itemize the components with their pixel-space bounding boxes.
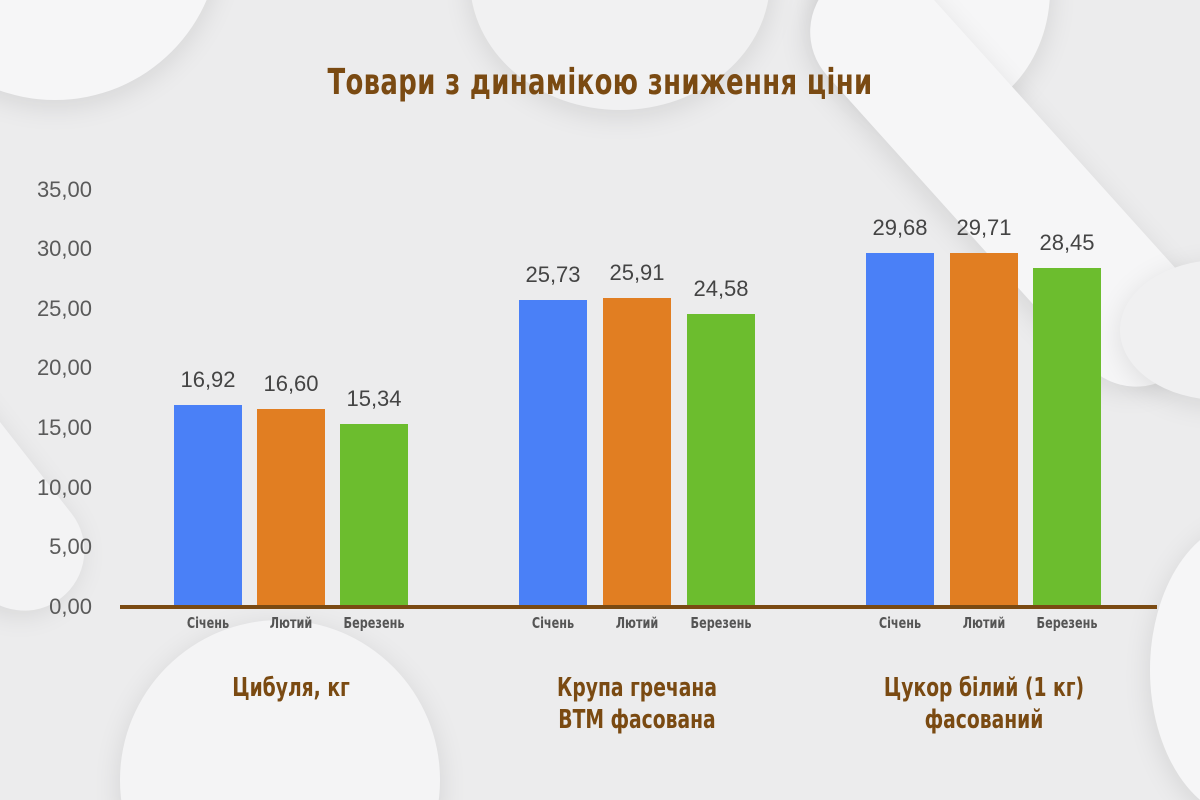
value-label: 28,45 — [1039, 230, 1095, 256]
value-label: 16,92 — [180, 367, 236, 393]
month-label: Березень — [343, 614, 405, 632]
value-label: 15,34 — [346, 386, 402, 412]
value-label: 25,73 — [525, 262, 581, 288]
value-label: 25,91 — [609, 260, 665, 286]
value-label: 16,60 — [263, 371, 319, 397]
y-tick: 35,00 — [36, 177, 92, 202]
bar-march — [687, 314, 755, 607]
y-tick: 15,00 — [36, 415, 92, 440]
month-label: Січень — [878, 614, 922, 632]
chart-title: Товари з динамікою зниження ціни — [327, 62, 873, 103]
x-axis-line — [120, 605, 1157, 609]
bar-january — [519, 300, 587, 607]
value-label: 29,71 — [956, 215, 1012, 241]
y-tick: 30,00 — [36, 236, 92, 261]
group-label-line1: Цукор білий (1 кг) — [883, 673, 1085, 703]
y-tick: 5,00 — [49, 534, 92, 559]
month-label: Січень — [186, 614, 230, 632]
month-label: Березень — [690, 614, 752, 632]
bar-february — [950, 253, 1018, 607]
bar-january — [174, 405, 242, 607]
month-label: Лютий — [615, 614, 659, 632]
month-label: Січень — [531, 614, 575, 632]
y-tick: 10,00 — [36, 475, 92, 500]
bar-march — [1033, 268, 1101, 607]
month-label: Лютий — [269, 614, 313, 632]
bar-march — [340, 424, 408, 607]
group-label-sugar: Цукор білий (1 кг) фасований — [876, 672, 1092, 736]
value-label: 24,58 — [693, 276, 749, 302]
group-label-line1: Крупа гречана — [557, 673, 717, 703]
value-label: 29,68 — [872, 215, 928, 241]
month-label: Лютий — [962, 614, 1006, 632]
group-label-onion: Цибуля, кг — [183, 672, 399, 704]
group-label-buckwheat: Крупа гречана ВТМ фасована — [529, 672, 745, 736]
y-tick: 25,00 — [36, 296, 92, 321]
group-label-line2: фасований — [924, 705, 1044, 735]
group-label-line1: Цибуля, кг — [232, 673, 350, 703]
y-tick: 0,00 — [49, 594, 92, 619]
month-label: Березень — [1036, 614, 1098, 632]
bar-february — [603, 298, 671, 607]
bar-january — [866, 253, 934, 607]
group-label-line2: ВТМ фасована — [558, 705, 716, 735]
bar-february — [257, 409, 325, 607]
y-tick: 20,00 — [36, 355, 92, 380]
